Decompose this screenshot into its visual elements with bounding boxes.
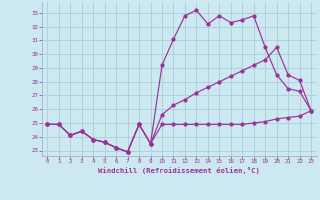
X-axis label: Windchill (Refroidissement éolien,°C): Windchill (Refroidissement éolien,°C) <box>98 167 260 174</box>
